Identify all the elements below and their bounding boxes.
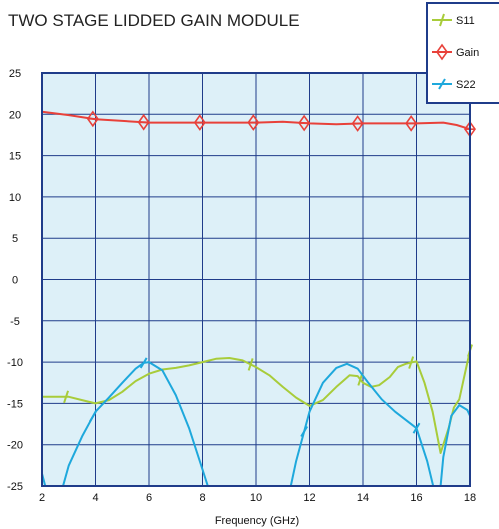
data-point-gain <box>137 113 150 131</box>
x-tick-label: 14 <box>357 492 369 504</box>
y-tick-label: 20 <box>9 109 21 121</box>
data-point-gain <box>351 115 364 132</box>
data-point-s22 <box>139 357 148 369</box>
data-point-s22 <box>412 422 421 434</box>
x-tick-label: 2 <box>39 492 45 504</box>
y-tick-label: -15 <box>7 398 23 410</box>
x-axis-label: Frequency (GHz) <box>215 515 299 527</box>
data-point-gain <box>86 110 99 128</box>
legend-label: S22 <box>456 79 476 91</box>
legend-marker-gain <box>436 43 448 61</box>
x-tick-label: 6 <box>146 492 152 504</box>
y-tick-label: 5 <box>12 233 18 245</box>
legend: S11 Gain S22 <box>426 2 499 104</box>
x-tick-label: 16 <box>410 492 422 504</box>
legend-item-gain: Gain <box>432 43 479 61</box>
legend-label: Gain <box>456 47 479 59</box>
y-tick-label: 10 <box>9 192 21 204</box>
x-tick-label: 12 <box>303 492 315 504</box>
plot-frame <box>41 72 471 487</box>
data-point-gain <box>298 114 311 132</box>
data-point-s11 <box>247 358 254 371</box>
y-tick-label: -20 <box>7 440 23 452</box>
x-tick-label: 10 <box>250 492 262 504</box>
data-point-gain <box>405 115 418 132</box>
legend-label: S11 <box>456 15 475 27</box>
y-tick-label: -5 <box>10 316 20 328</box>
legend-marker-s11 <box>439 13 445 27</box>
y-axis-ticks: 25 20 15 10 5 0 -5 -10 -15 -20 -25 <box>7 68 23 493</box>
series-line-gain <box>42 110 470 131</box>
data-point-gain <box>247 114 260 131</box>
x-tick-label: 8 <box>199 492 205 504</box>
series-line-s11 <box>42 350 470 454</box>
legend-item-s11: S11 <box>432 13 475 27</box>
x-axis-ticks: 2 4 6 8 10 12 14 16 18 <box>39 492 476 504</box>
data-point-s11 <box>63 390 70 404</box>
y-tick-label: 0 <box>12 275 18 287</box>
legend-item-s22: S22 <box>432 78 476 91</box>
data-point-gain <box>193 114 206 131</box>
y-tick-label: -10 <box>7 357 23 369</box>
data-point-s22 <box>88 411 97 423</box>
data-point-s22 <box>300 425 309 437</box>
plot-area <box>41 72 476 487</box>
x-tick-label: 18 <box>464 492 476 504</box>
series-layer <box>42 110 476 486</box>
y-tick-label: 15 <box>9 151 21 163</box>
y-tick-label: -25 <box>7 481 23 493</box>
legend-marker-s22 <box>438 78 446 90</box>
y-tick-label: 25 <box>9 68 21 80</box>
chart-title: TWO STAGE LIDDED GAIN MODULE <box>8 11 300 30</box>
x-tick-label: 4 <box>92 492 98 504</box>
data-point-s11 <box>408 356 415 369</box>
